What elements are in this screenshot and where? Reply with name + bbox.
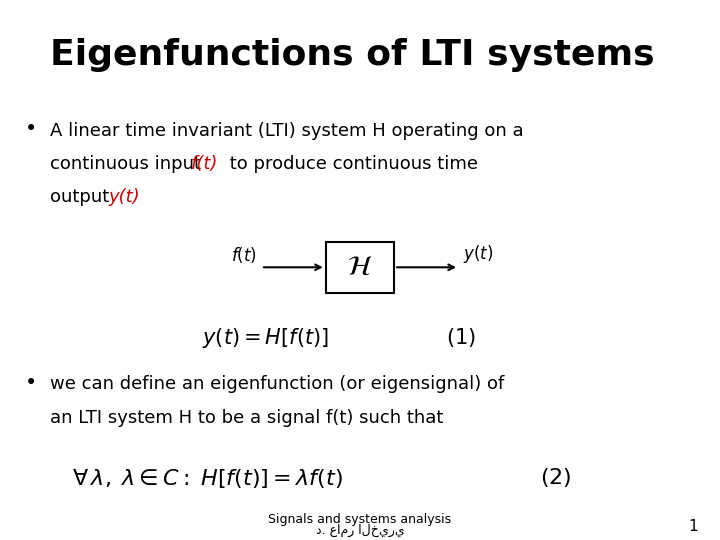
Text: we can define an eigenfunction (or eigensignal) of: we can define an eigenfunction (or eigen… (50, 375, 505, 393)
Bar (325, 241, 395, 293)
Text: to produce continuous time: to produce continuous time (225, 155, 478, 173)
Text: output: output (50, 188, 115, 206)
Text: •: • (25, 373, 37, 393)
Text: $(1)$: $(1)$ (446, 326, 476, 349)
Text: an LTI system H to be a signal f(t) such that: an LTI system H to be a signal f(t) such… (50, 409, 444, 427)
Text: $\forall\,\lambda,\; \lambda \in C:\; H[f(t)] = \lambda f(t)$: $\forall\,\lambda,\; \lambda \in C:\; H[… (72, 466, 343, 490)
Text: Eigenfunctions of LTI systems: Eigenfunctions of LTI systems (50, 38, 655, 72)
Text: $f(t)$: $f(t)$ (231, 245, 258, 265)
Text: د. عامر الخيري: د. عامر الخيري (315, 524, 405, 537)
Text: •: • (25, 119, 37, 139)
Text: y(t): y(t) (109, 188, 140, 206)
Text: $y(t)$: $y(t)$ (462, 242, 493, 265)
Text: 1: 1 (689, 519, 698, 534)
Text: continuous input: continuous input (50, 155, 207, 173)
Text: A linear time invariant (LTI) system H operating on a: A linear time invariant (LTI) system H o… (50, 122, 524, 139)
Text: $(2)$: $(2)$ (540, 467, 572, 489)
Text: Signals and systems analysis: Signals and systems analysis (269, 513, 451, 526)
Text: f(t): f(t) (192, 155, 219, 173)
Text: $y(t) = H[f(t)]$: $y(t) = H[f(t)]$ (202, 326, 328, 349)
Text: $\mathcal{H}$: $\mathcal{H}$ (347, 253, 373, 281)
